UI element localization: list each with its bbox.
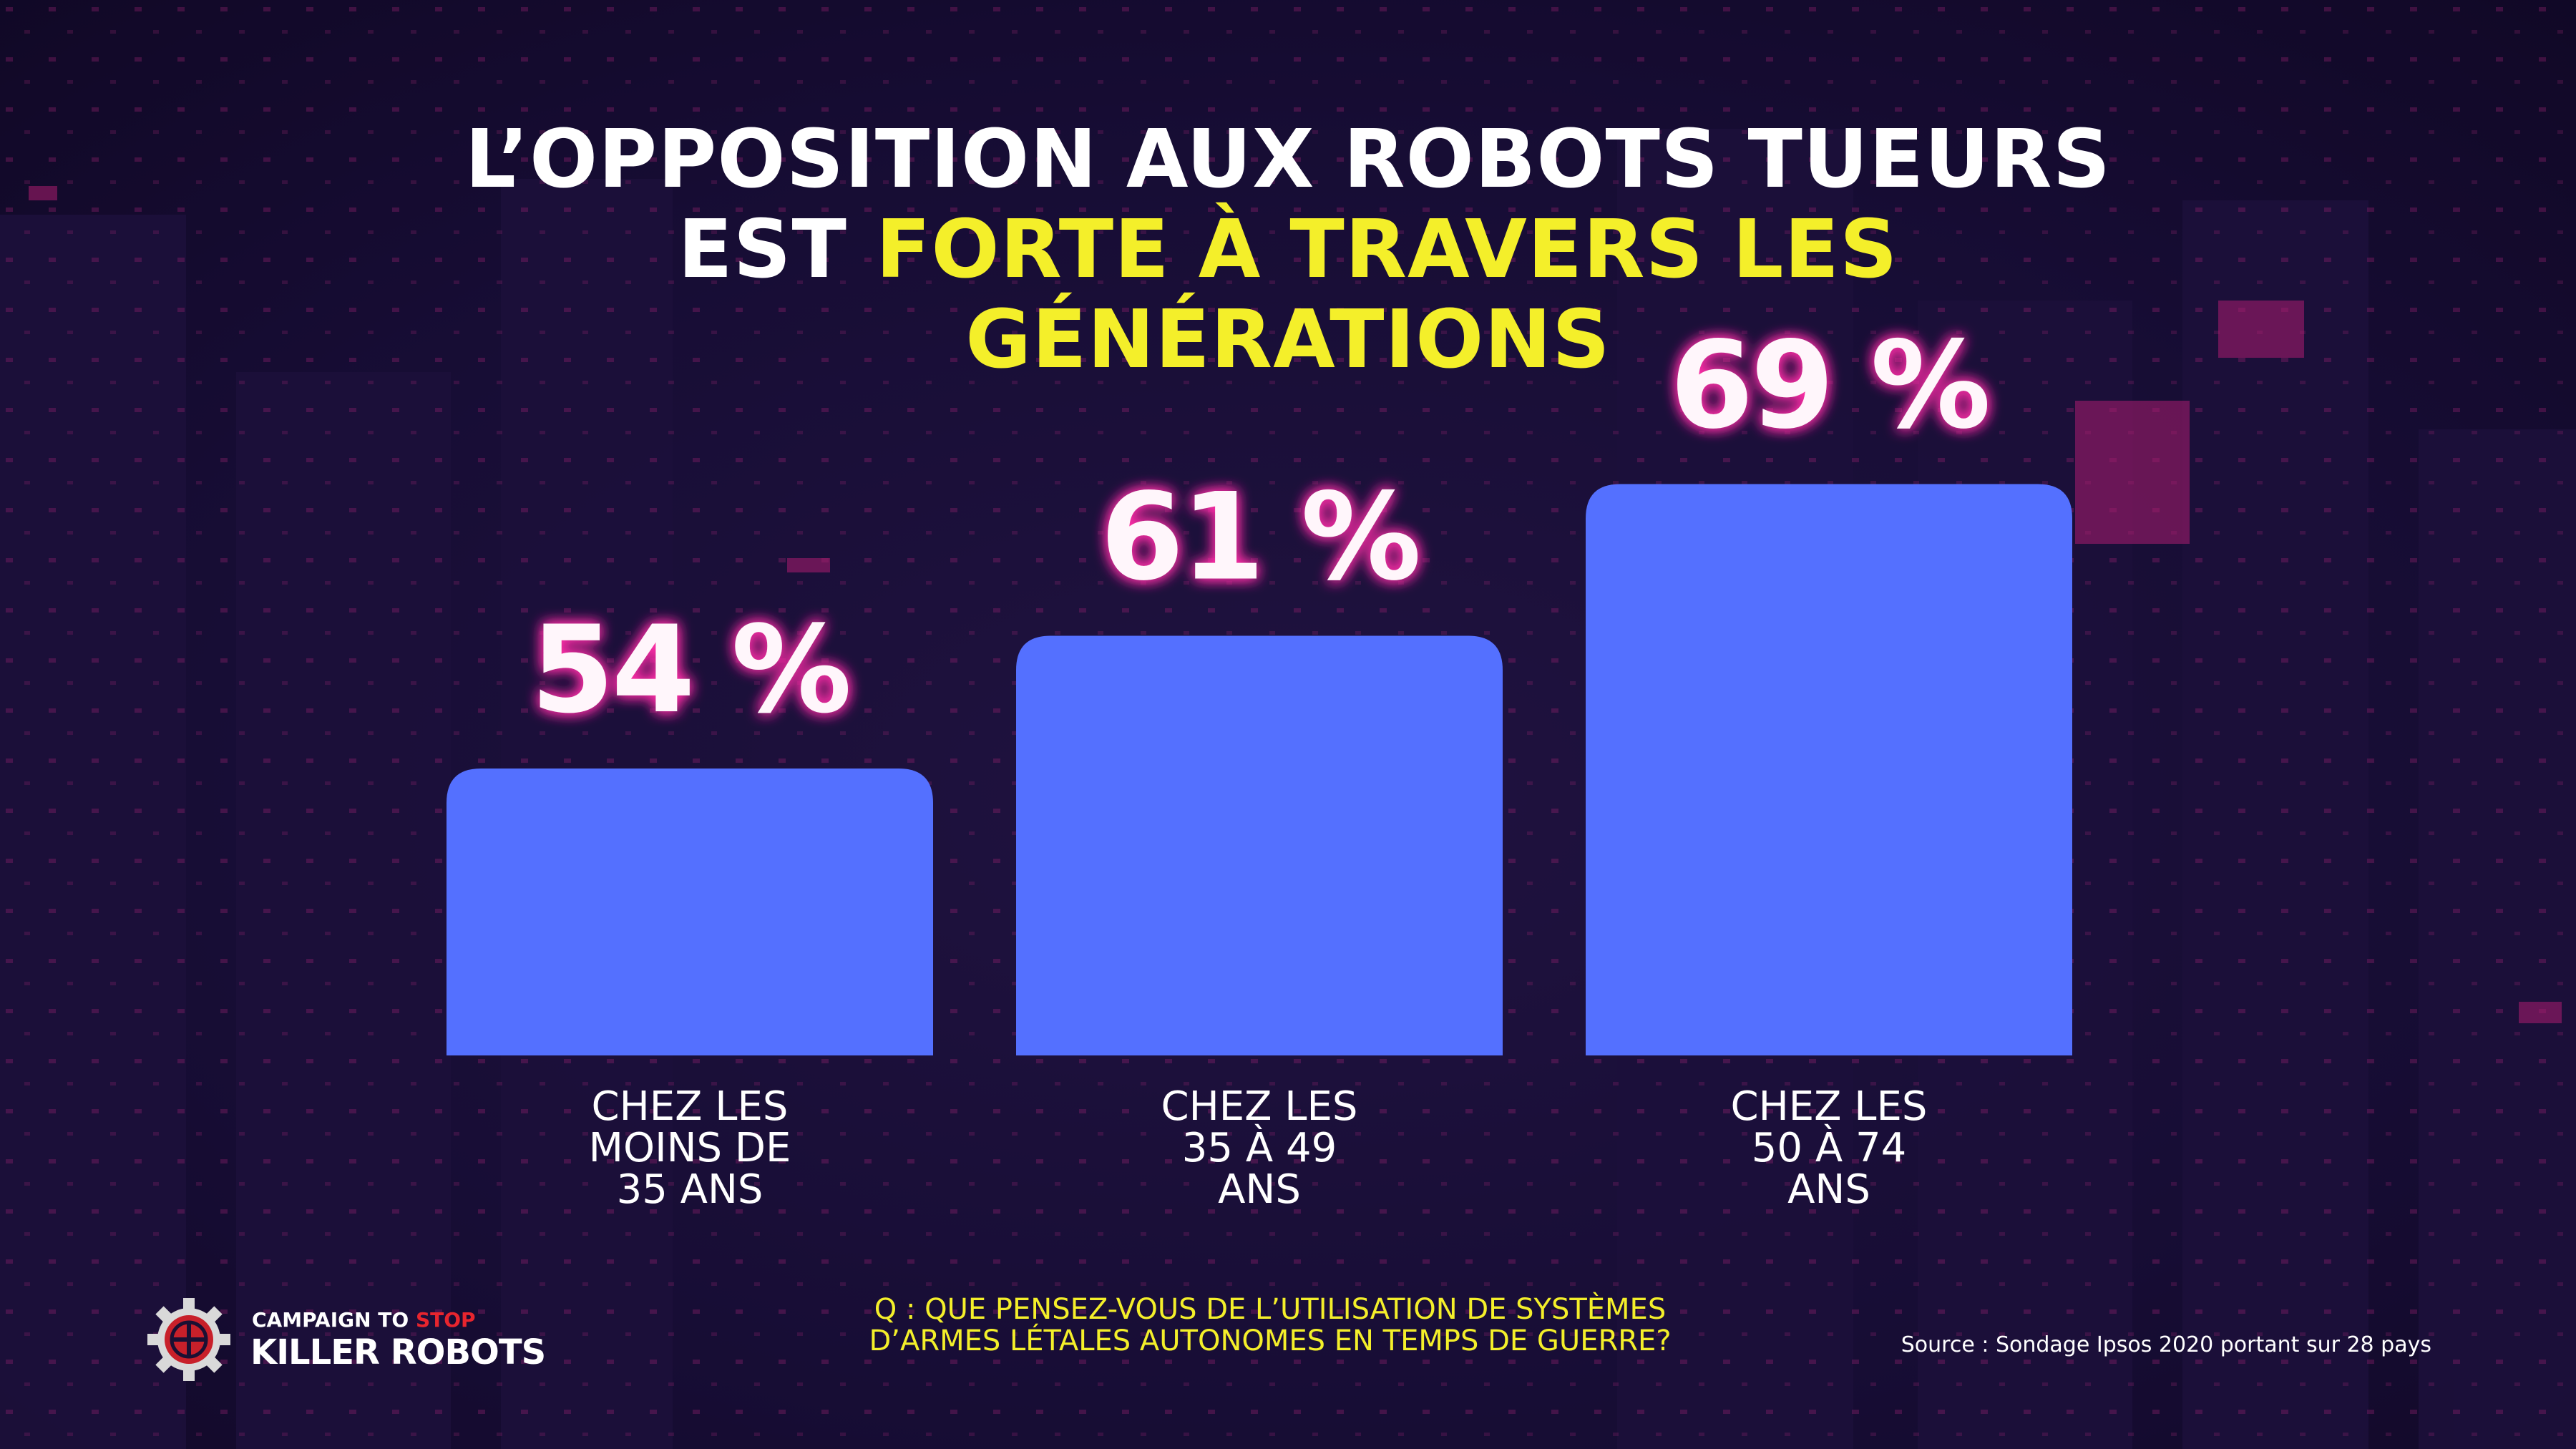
title-line-2-plain: EST	[678, 203, 876, 296]
category-label-line: 35 ANS	[616, 1166, 763, 1213]
value-labels-group: 54 % 61 % 69 %	[531, 316, 1991, 741]
survey-question-line-1: Q : QUE PENSEZ-VOUS DE L’UTILISATION DE …	[874, 1293, 1667, 1326]
bar	[447, 769, 933, 1055]
bar	[1016, 635, 1503, 1055]
logo-line-1-stop: STOP	[415, 1308, 476, 1332]
bars-group	[447, 484, 2072, 1055]
chart-title: L’OPPOSITION AUX ROBOTS TUEURS EST FORTE…	[0, 114, 2576, 385]
category-label-line: ANS	[1787, 1166, 1870, 1213]
logo-line-1: CAMPAIGN TO STOP	[252, 1308, 476, 1332]
category-label-line: CHEZ LES	[591, 1083, 789, 1130]
value-label: 61 %	[1101, 467, 1419, 608]
category-label-line: 35 À 49	[1181, 1125, 1337, 1171]
value-label: 69 %	[1670, 316, 1989, 456]
value-label: 54 %	[531, 600, 849, 740]
category-label-line: CHEZ LES	[1161, 1083, 1358, 1130]
source-note: Source : Sondage Ipsos 2020 portant sur …	[1901, 1332, 2431, 1357]
bar	[1586, 484, 2072, 1055]
title-line-2-highlight: FORTE À TRAVERS LES	[875, 203, 1898, 296]
category-label-line: MOINS DE	[588, 1125, 791, 1171]
logo-line-2: KILLER ROBOTS	[250, 1332, 546, 1372]
survey-question: Q : QUE PENSEZ-VOUS DE L’UTILISATION DE …	[716, 1294, 1825, 1357]
survey-question-line-2: D’ARMES LÉTALES AUTONOMES EN TEMPS DE GU…	[869, 1324, 1672, 1357]
gear-logo-icon	[147, 1298, 230, 1381]
category-label-50-74: CHEZ LES 50 À 74 ANS	[1614, 1086, 2044, 1211]
category-label-under-35: CHEZ LES MOINS DE 35 ANS	[475, 1086, 904, 1211]
campaign-logo: CAMPAIGN TO STOP KILLER ROBOTS	[146, 1297, 546, 1390]
category-label-line: 50 À 74	[1751, 1125, 1907, 1171]
logo-line-1-a: CAMPAIGN TO	[252, 1308, 416, 1332]
title-line-2: EST FORTE À TRAVERS LES	[0, 205, 2576, 295]
title-line-3-highlight: GÉNÉRATIONS	[965, 293, 1611, 386]
category-label-35-49: CHEZ LES 35 À 49 ANS	[1045, 1086, 1474, 1211]
title-line-1: L’OPPOSITION AUX ROBOTS TUEURS	[464, 113, 2112, 206]
category-label-line: ANS	[1218, 1166, 1301, 1213]
category-label-line: CHEZ LES	[1730, 1083, 1928, 1130]
